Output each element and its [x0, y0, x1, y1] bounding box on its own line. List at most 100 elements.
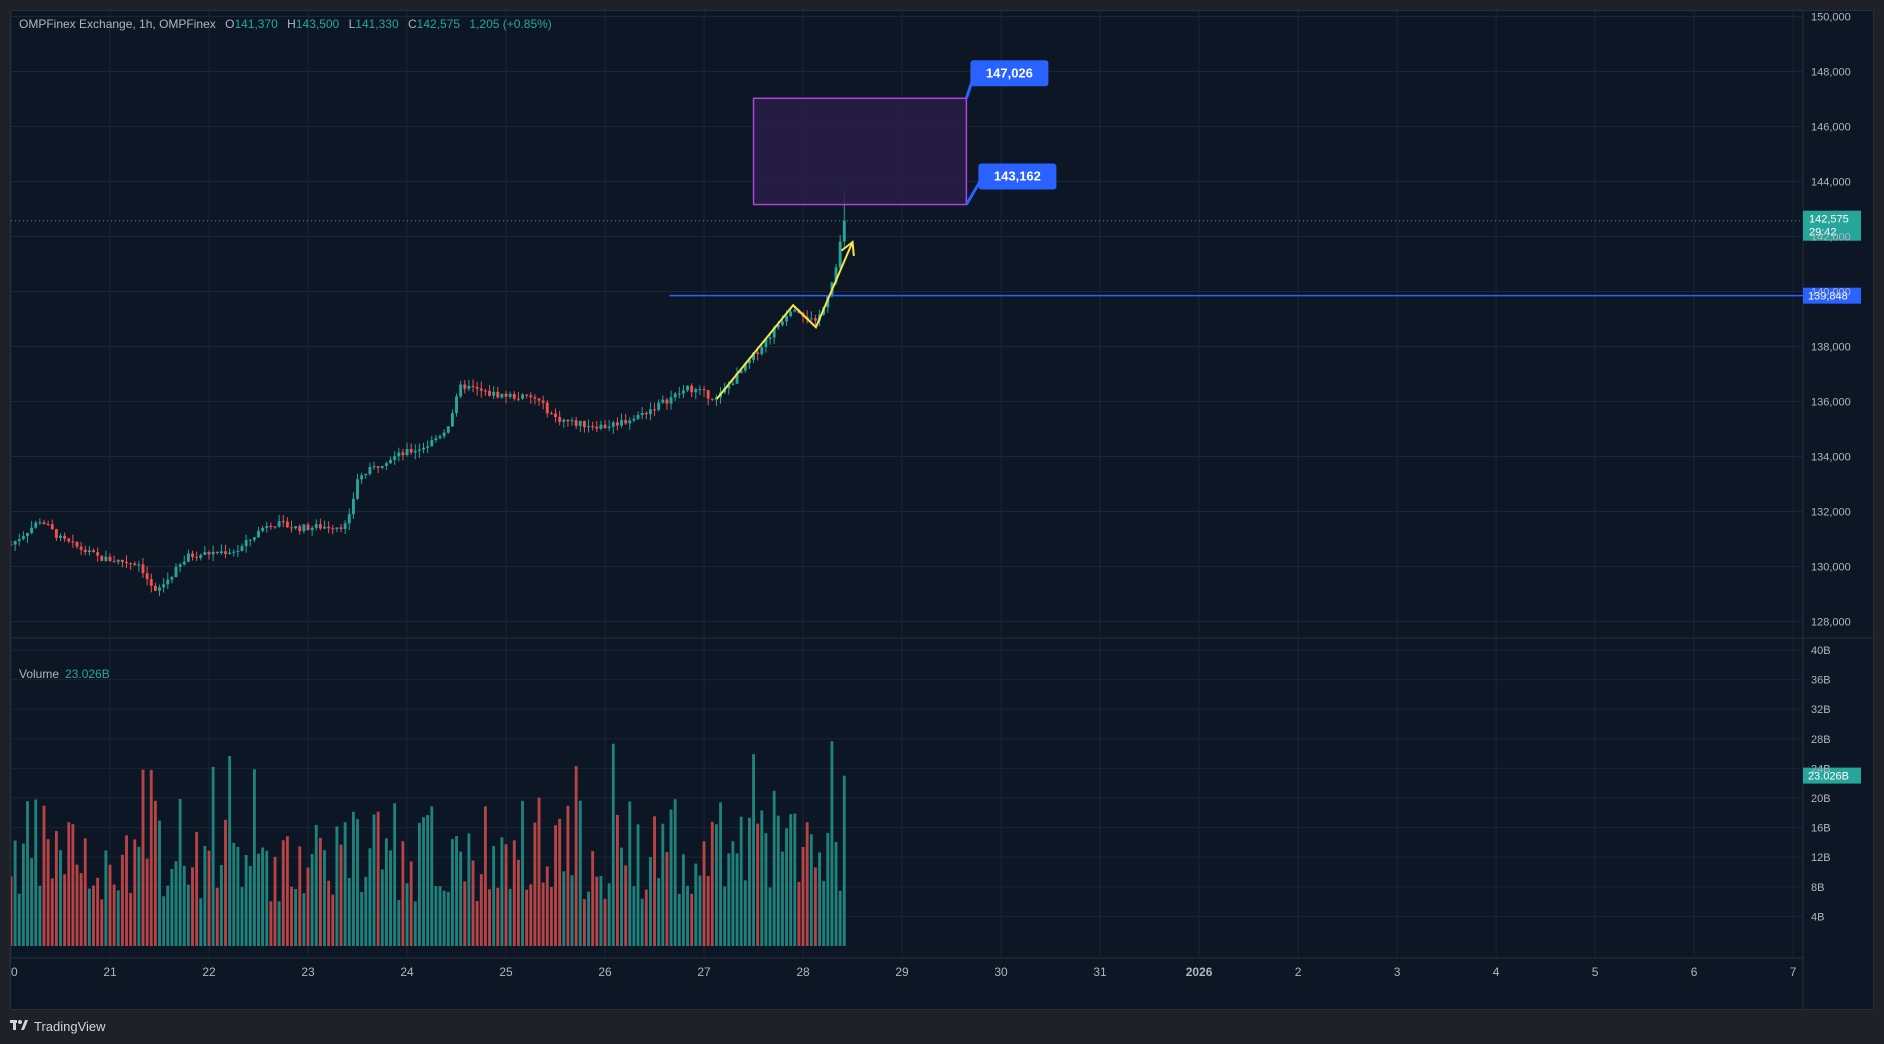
volume-bar: [640, 898, 644, 946]
symbol-label[interactable]: OMPFinex Exchange, 1h, OMPFinex: [19, 17, 216, 31]
volume-bar: [401, 841, 405, 946]
candle-body: [281, 521, 285, 523]
volume-bar: [30, 858, 34, 946]
candle-body: [434, 438, 438, 441]
volume-label[interactable]: Volume: [19, 667, 60, 681]
zone-top-label-box: [970, 60, 1049, 87]
candle-body: [265, 526, 269, 528]
time-tick-label: 23: [301, 965, 315, 979]
candle-body: [13, 541, 17, 545]
time-tick-label: 3: [1394, 965, 1401, 979]
candle-body: [628, 420, 632, 424]
time-tick-label: 4: [1493, 965, 1500, 979]
candle-body: [426, 446, 430, 448]
time-tick-label: 29: [895, 965, 909, 979]
volume-bar: [842, 775, 846, 946]
chart-canvas[interactable]: 139,848142,57529:4223.026B147,026143,162…: [11, 11, 1873, 1009]
volume-bar: [153, 800, 157, 946]
candle-body: [834, 267, 838, 283]
volume-bar: [603, 898, 607, 946]
brand-label[interactable]: TradingView: [34, 1018, 106, 1034]
volume-bar: [191, 867, 194, 946]
candle-body: [215, 551, 219, 554]
candle-body: [446, 426, 450, 433]
time-tick-label: 5: [1592, 965, 1599, 979]
volume-bar: [694, 863, 698, 946]
candle-body: [21, 536, 25, 540]
volume-bar: [112, 884, 116, 946]
volume-bar: [636, 824, 640, 946]
volume-bar: [545, 866, 549, 946]
volume-bar: [413, 901, 417, 946]
volume-bar: [714, 824, 718, 946]
volume-bar: [285, 836, 289, 946]
volume-bar: [314, 824, 318, 946]
volume-bar: [508, 888, 512, 946]
candle-body: [364, 474, 368, 476]
candle-body: [459, 384, 463, 397]
candle-body: [46, 524, 50, 526]
volume-bar: [71, 824, 75, 946]
volume-bar: [760, 810, 764, 946]
candle-body: [380, 465, 384, 468]
volume-bar: [611, 743, 615, 946]
candle-body: [764, 339, 768, 348]
volume-bar: [335, 826, 339, 946]
volume-bar: [170, 868, 174, 946]
candle-body: [669, 397, 673, 404]
volume-bar: [574, 766, 578, 946]
candle-body: [261, 527, 265, 531]
candle-body: [690, 385, 694, 393]
candle-body: [603, 424, 607, 428]
candle-body: [570, 420, 574, 422]
candle-body: [607, 426, 611, 428]
volume-bar: [838, 890, 842, 946]
volume-bar: [327, 880, 331, 946]
candle-body: [714, 397, 718, 400]
volume-bar: [826, 832, 830, 946]
candle-body: [471, 385, 475, 388]
volume-value: 23.026B: [65, 667, 110, 681]
volume-bar: [450, 839, 454, 946]
volume-tick-label: 12B: [1811, 852, 1831, 864]
candle-body: [285, 521, 289, 528]
volume-bar: [483, 806, 487, 946]
low-label: L: [348, 17, 356, 31]
open-value: 141,370: [234, 17, 278, 31]
volume-bar: [343, 822, 347, 946]
candle-body: [442, 432, 446, 437]
volume-bar: [252, 769, 256, 946]
candle-body: [574, 420, 578, 426]
volume-bar: [797, 881, 801, 946]
volume-bar: [351, 811, 355, 946]
candle-body: [71, 541, 75, 543]
volume-bar: [13, 840, 17, 946]
candle-body: [591, 426, 595, 428]
volume-bar: [830, 741, 834, 946]
volume-bar: [467, 833, 471, 946]
volume-bar: [772, 790, 776, 946]
volume-bar: [632, 886, 636, 946]
volume-bar: [141, 769, 145, 946]
tradingview-logo-icon[interactable]: [10, 1019, 28, 1034]
time-tick-label: 20: [11, 965, 18, 979]
volume-bar: [533, 822, 537, 946]
candle-body: [269, 526, 273, 528]
volume-bar: [277, 901, 281, 946]
volume-tick-label: 16B: [1811, 823, 1831, 835]
volume-bar: [434, 886, 438, 946]
volume-bar: [236, 846, 240, 946]
candle-body: [393, 456, 397, 460]
time-tick-label: 22: [202, 965, 216, 979]
volume-bar: [599, 876, 603, 946]
candle-body: [290, 527, 293, 529]
volume-bar: [339, 844, 343, 946]
volume-bar: [364, 876, 368, 946]
candle-body: [698, 389, 702, 391]
volume-bar: [702, 841, 706, 946]
candle-body: [257, 530, 260, 538]
candle-body: [838, 241, 842, 268]
candle-body: [211, 551, 215, 555]
volume-bar: [372, 814, 376, 946]
price-tick-label: 132,000: [1811, 507, 1851, 519]
